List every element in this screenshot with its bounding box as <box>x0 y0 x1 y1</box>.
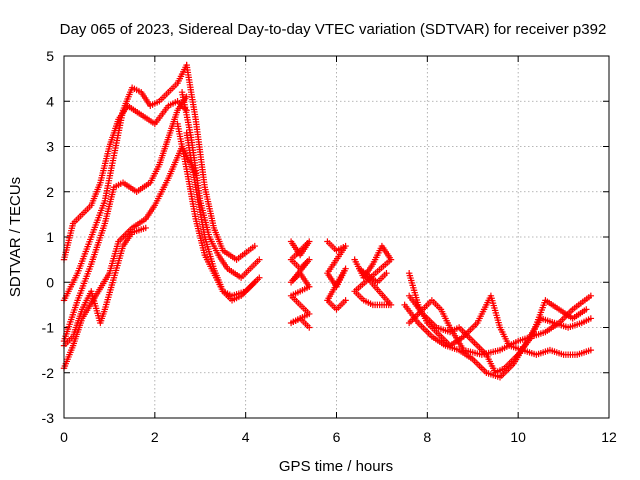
data-point <box>251 279 258 286</box>
x-tick-label: 2 <box>151 429 159 445</box>
y-tick-label: 4 <box>46 93 54 109</box>
data-point <box>587 346 595 354</box>
gridlines <box>64 56 609 418</box>
x-tick-label: 0 <box>60 429 68 445</box>
x-tick-label: 4 <box>242 429 250 445</box>
plot-frame <box>63 55 610 419</box>
data-markers <box>60 61 595 381</box>
series-trace-d <box>60 143 199 372</box>
x-tick-label: 6 <box>333 429 341 445</box>
chart-title: Day 065 of 2023, Sidereal Day-to-day VTE… <box>60 21 607 38</box>
data-point <box>256 274 263 281</box>
series-trace-a <box>60 61 190 304</box>
y-tick-label: -1 <box>42 320 55 336</box>
data-point <box>587 292 595 300</box>
y-tick-label: -3 <box>42 410 55 426</box>
data-point <box>583 306 590 313</box>
y-axis-label: SDTVAR / TECUs <box>7 177 24 297</box>
series-seg-7h <box>351 242 395 309</box>
data-point <box>342 297 349 304</box>
data-point <box>256 256 263 263</box>
y-tick-label: 2 <box>46 184 54 200</box>
y-tick-label: 5 <box>46 48 54 64</box>
series-decay-4 <box>183 129 258 304</box>
series-late-4 <box>405 297 590 358</box>
series-seg-6h <box>324 238 349 313</box>
data-point <box>587 315 595 322</box>
series-trace-b <box>60 98 190 263</box>
x-axis-label: GPS time / hours <box>279 458 393 475</box>
x-tick-label: 12 <box>601 429 617 445</box>
x-tick-label: 8 <box>423 429 431 445</box>
series-seg-5h <box>287 238 313 331</box>
data-point <box>306 324 313 331</box>
y-tick-label: 1 <box>46 229 54 245</box>
data-point <box>251 242 258 250</box>
series-decay-2 <box>178 89 263 281</box>
series-trace-e <box>60 224 149 349</box>
data-point <box>383 270 390 277</box>
y-tick-label: 0 <box>46 274 54 290</box>
y-tick-label: -2 <box>42 365 55 381</box>
x-tick-label: 10 <box>510 429 526 445</box>
y-tick-label: 3 <box>46 139 54 155</box>
data-point <box>142 224 149 232</box>
series-decay-1 <box>183 61 258 263</box>
